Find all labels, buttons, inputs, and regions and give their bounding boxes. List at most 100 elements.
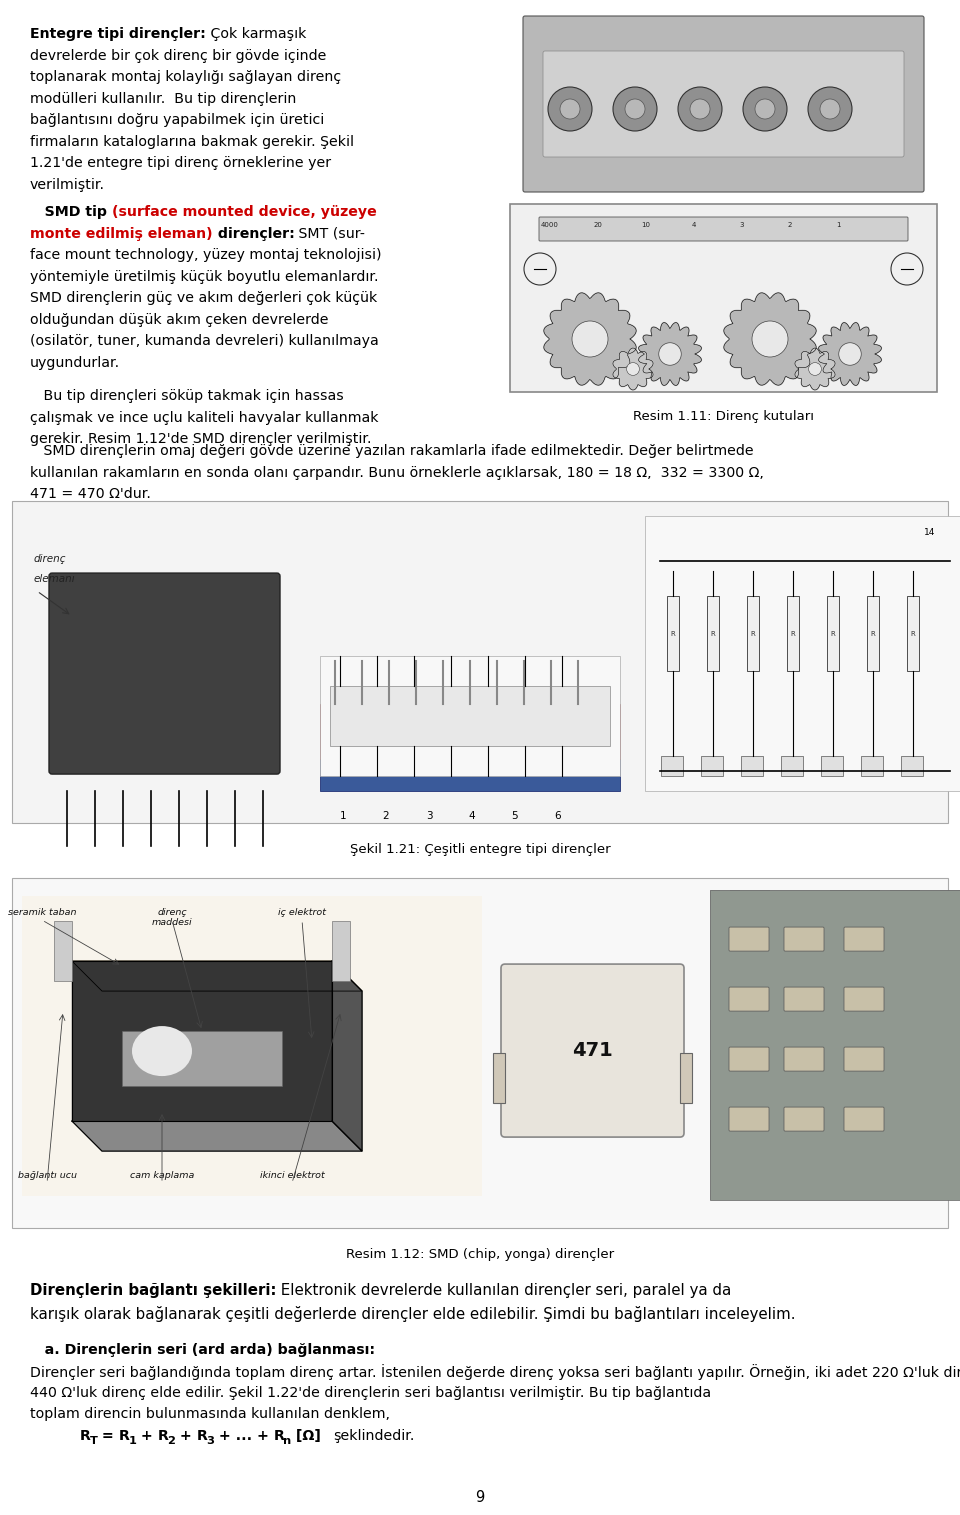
FancyBboxPatch shape (543, 52, 904, 158)
Text: olduğundan düşük akım çeken devrelerde: olduğundan düşük akım çeken devrelerde (30, 314, 328, 327)
Text: modülleri kullanılır.  Bu tip dirençlerin: modülleri kullanılır. Bu tip dirençlerin (30, 91, 297, 106)
Circle shape (613, 86, 657, 130)
Text: 4: 4 (468, 811, 475, 821)
Text: Çok karmaşık: Çok karmaşık (205, 27, 306, 41)
FancyBboxPatch shape (523, 17, 924, 192)
Bar (510, 205, 937, 392)
Text: Dirençler seri bağlandığında toplam direnç artar. İstenilen değerde direnç yoksa: Dirençler seri bağlandığında toplam dire… (30, 1364, 960, 1380)
Text: (osilatör, tuner, kumanda devreleri) kullanılmaya: (osilatör, tuner, kumanda devreleri) kul… (30, 335, 379, 348)
Text: SMD dirençlerin güç ve akım değerleri çok küçük: SMD dirençlerin güç ve akım değerleri ço… (30, 291, 377, 306)
Polygon shape (332, 961, 362, 1151)
Text: R: R (157, 1429, 169, 1442)
Text: bağlantısını doğru yapabilmek için üretici: bağlantısını doğru yapabilmek için üreti… (30, 114, 324, 127)
Bar (22, 895, 482, 1195)
Text: 2: 2 (167, 1436, 175, 1445)
Text: 1: 1 (340, 811, 347, 821)
Text: 5: 5 (512, 811, 518, 821)
Text: yöntemiyle üretilmiş küçük boyutlu elemanlardır.: yöntemiyle üretilmiş küçük boyutlu elema… (30, 270, 378, 283)
Polygon shape (543, 292, 636, 385)
FancyBboxPatch shape (501, 964, 684, 1138)
Text: 9: 9 (475, 1489, 485, 1504)
Text: 2: 2 (383, 811, 390, 821)
Bar (330, 686, 610, 745)
Text: 14: 14 (924, 529, 936, 538)
Text: kullanılan rakamların en sonda olanı çarpandır. Bunu örneklerle açıklarsak, 180 : kullanılan rakamların en sonda olanı çar… (30, 465, 764, 480)
Bar (901, 756, 923, 776)
Text: 3: 3 (425, 811, 432, 821)
Text: seramik taban: seramik taban (8, 907, 76, 917)
Bar (320, 656, 620, 776)
Text: 1: 1 (129, 1436, 136, 1445)
Text: n: n (283, 1436, 292, 1445)
Text: SMD dirençlerin omaj değeri gövde üzerine yazılan rakamlarla ifade edilmektedir.: SMD dirençlerin omaj değeri gövde üzerin… (30, 444, 754, 458)
Text: R: R (791, 632, 796, 638)
Text: R: R (871, 632, 876, 638)
Text: +: + (136, 1429, 157, 1442)
Text: 471 = 470 Ω'dur.: 471 = 470 Ω'dur. (30, 488, 151, 501)
Bar (781, 756, 803, 776)
Text: şeklindedir.: şeklindedir. (333, 1429, 415, 1442)
Bar (701, 756, 723, 776)
Text: Elektronik devrelerde kullanılan dirençler seri, paralel ya da: Elektronik devrelerde kullanılan dirençl… (276, 1283, 732, 1298)
Bar (667, 595, 679, 671)
Circle shape (820, 98, 840, 120)
Text: cam kaplama: cam kaplama (130, 1171, 194, 1180)
Bar (861, 756, 883, 776)
Text: çalışmak ve ince uçlu kaliteli havyalar kullanmak: çalışmak ve ince uçlu kaliteli havyalar … (30, 411, 378, 424)
Text: Entegre tipi dirençler:: Entegre tipi dirençler: (30, 27, 205, 41)
FancyBboxPatch shape (784, 1107, 824, 1132)
Text: R: R (710, 632, 715, 638)
Circle shape (548, 86, 592, 130)
Text: firmaların kataloglarına bakmak gerekir. Şekil: firmaların kataloglarına bakmak gerekir.… (30, 135, 354, 148)
Text: 1: 1 (129, 1436, 136, 1445)
Text: 3: 3 (206, 1436, 214, 1445)
Text: T: T (89, 1436, 97, 1445)
Text: 6: 6 (555, 811, 562, 821)
Circle shape (755, 98, 775, 120)
Circle shape (560, 98, 580, 120)
Text: iç elektrot: iç elektrot (278, 907, 326, 917)
Text: R: R (119, 1429, 130, 1442)
Text: elemanı: elemanı (34, 574, 76, 585)
Circle shape (572, 321, 608, 358)
Bar (821, 756, 843, 776)
Polygon shape (638, 323, 702, 385)
FancyBboxPatch shape (844, 1107, 884, 1132)
Text: R: R (671, 632, 676, 638)
Bar (493, 1053, 505, 1103)
Text: 1: 1 (836, 223, 840, 227)
Text: R: R (274, 1429, 284, 1442)
Circle shape (808, 362, 822, 376)
FancyBboxPatch shape (784, 1047, 824, 1071)
Text: verilmiştir.: verilmiştir. (30, 177, 105, 191)
Text: direnç
maddesi: direnç maddesi (152, 907, 192, 927)
FancyBboxPatch shape (729, 988, 769, 1011)
Text: R: R (911, 632, 916, 638)
Text: karışık olarak bağlanarak çeşitli değerlerde dirençler elde edilebilir. Şimdi bu: karışık olarak bağlanarak çeşitli değerl… (30, 1306, 796, 1323)
Bar (320, 759, 620, 791)
Text: n: n (283, 1436, 292, 1445)
Text: SMD tip: SMD tip (30, 206, 112, 220)
Text: monte edilmiş eleman): monte edilmiş eleman) (30, 227, 212, 241)
Bar (827, 595, 839, 671)
Text: 10: 10 (641, 223, 651, 227)
FancyBboxPatch shape (729, 1047, 769, 1071)
Text: 20: 20 (593, 223, 603, 227)
Circle shape (659, 342, 682, 365)
FancyBboxPatch shape (49, 573, 280, 774)
Bar (12, 501, 948, 823)
Text: Bu tip dirençleri söküp takmak için hassas: Bu tip dirençleri söküp takmak için hass… (30, 389, 344, 403)
Text: ikinci elektrot: ikinci elektrot (259, 1171, 324, 1180)
Bar (332, 921, 350, 982)
Text: uygundurlar.: uygundurlar. (30, 356, 120, 370)
Bar (122, 1032, 282, 1086)
Bar (867, 595, 879, 671)
Text: Dirençlerin bağlantı şekilleri:: Dirençlerin bağlantı şekilleri: (30, 1283, 276, 1298)
Text: R: R (830, 632, 835, 638)
Text: =: = (97, 1429, 119, 1442)
Circle shape (839, 342, 861, 365)
Circle shape (743, 86, 787, 130)
Text: 4: 4 (692, 223, 696, 227)
Bar (707, 595, 719, 671)
Circle shape (690, 98, 710, 120)
